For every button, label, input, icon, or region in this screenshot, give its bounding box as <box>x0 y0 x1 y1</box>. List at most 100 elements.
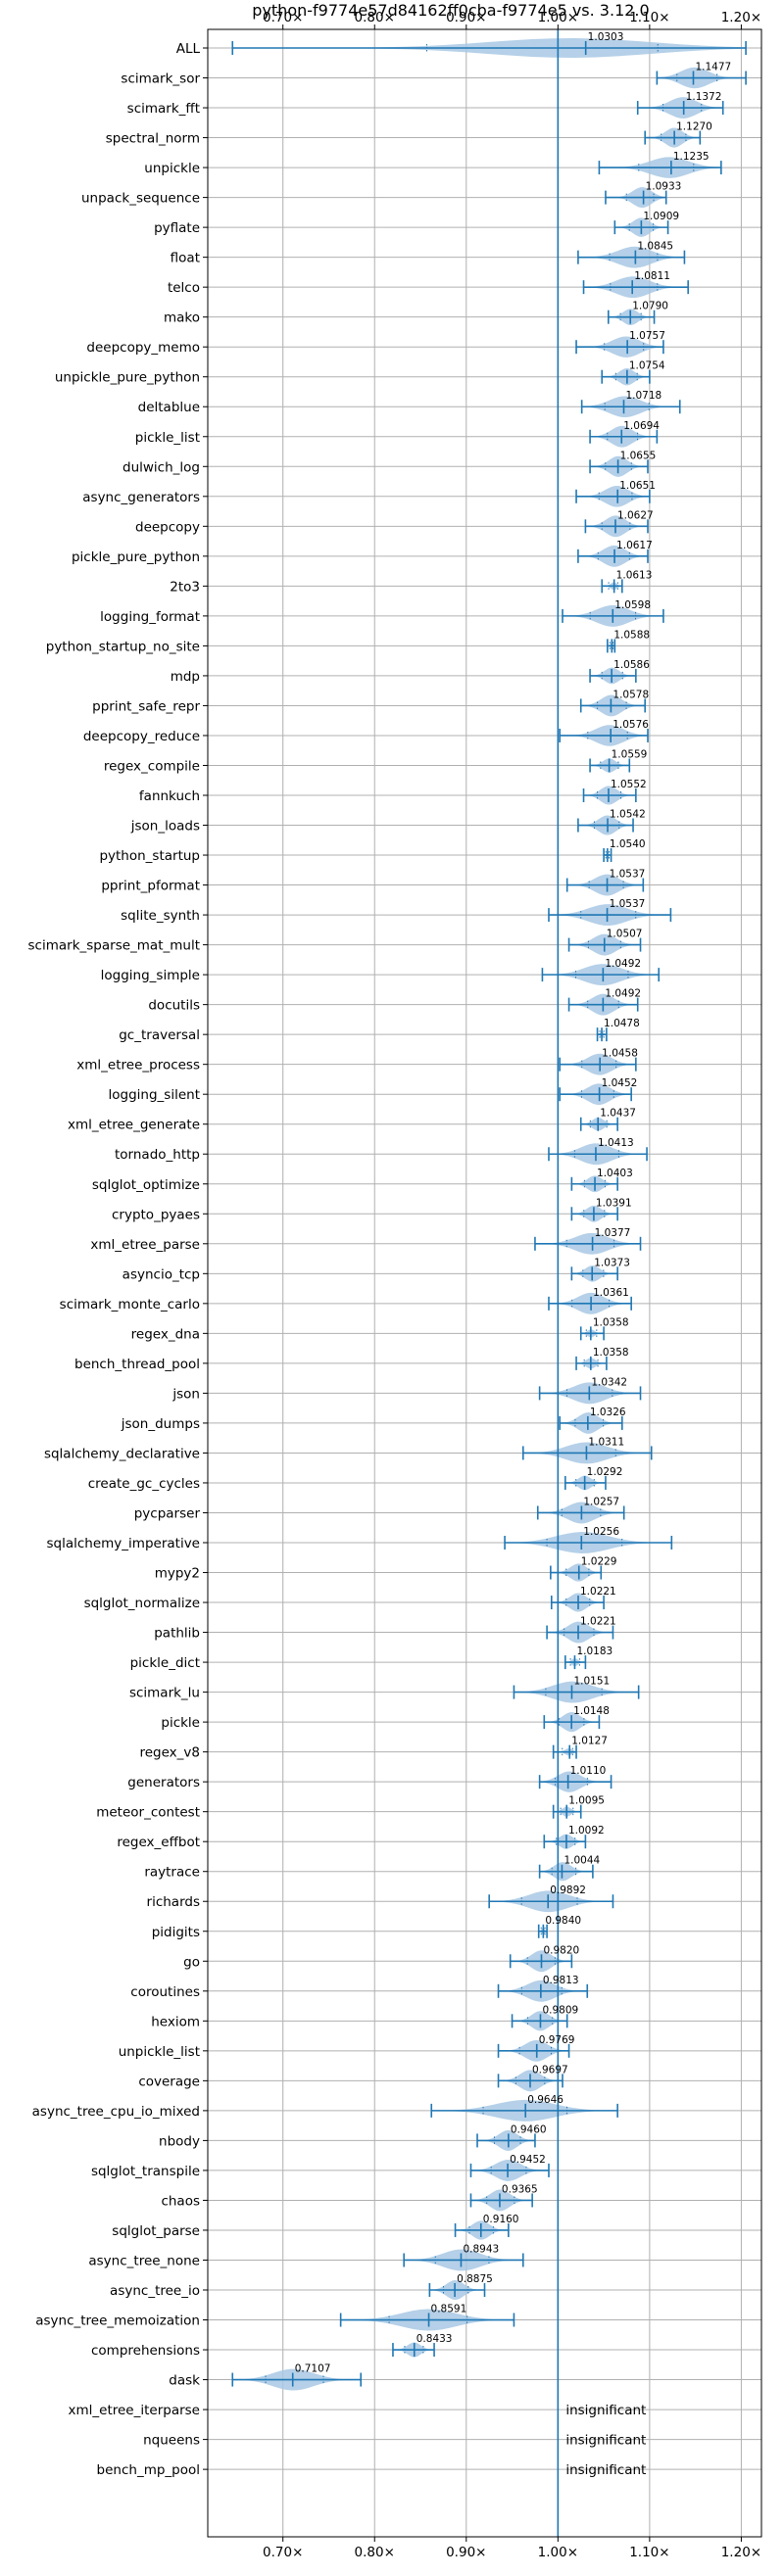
category-label: sqlglot_parse <box>112 2223 200 2239</box>
value-label: 1.0651 <box>619 480 656 492</box>
value-label: 1.0292 <box>587 1466 623 1478</box>
axis-layer: 0.70× 0.70× 0.80× 0.80× 0.90× 0.90× 1.00× 1.00×… <box>203 10 761 2560</box>
value-label: 1.0507 <box>607 929 643 940</box>
category-label: telco <box>168 280 200 296</box>
category-label: deepcopy <box>135 519 200 535</box>
category-label: ALL <box>176 41 201 57</box>
category-label: pprint_pformat <box>101 879 200 894</box>
category-label: scimark_monte_carlo <box>60 1297 200 1312</box>
value-label: 1.1372 <box>686 91 722 103</box>
value-label: 1.0933 <box>646 181 682 193</box>
value-label: 0.9769 <box>539 2034 575 2046</box>
category-label: unpickle <box>144 161 200 176</box>
value-label: 1.0617 <box>616 540 653 551</box>
value-label: 0.9809 <box>542 2004 578 2016</box>
category-label: meteor_contest <box>96 1805 200 1821</box>
category-label: unpack_sequence <box>81 191 200 207</box>
category-label: async_tree_memoization <box>35 2314 200 2329</box>
value-label: 1.1235 <box>673 151 710 163</box>
value-label: 1.0110 <box>570 1765 607 1777</box>
category-label: asyncio_tcp <box>122 1266 200 1282</box>
category-label: json <box>172 1386 200 1402</box>
value-label: 1.0044 <box>564 1855 600 1867</box>
category-label: json_dumps <box>121 1416 200 1432</box>
value-label: 1.0627 <box>617 509 654 521</box>
category-label: dask <box>169 2373 200 2389</box>
value-label: 1.0221 <box>580 1586 616 1598</box>
category-label: scimark_sparse_mat_mult <box>28 938 200 954</box>
value-label: 1.0757 <box>629 330 665 342</box>
value-label: 1.0377 <box>595 1227 631 1239</box>
category-label: scimark_sor <box>121 72 200 87</box>
value-label: 0.8591 <box>431 2304 467 2315</box>
category-label: regex_v8 <box>139 1745 200 1761</box>
value-label: 1.0361 <box>593 1287 629 1299</box>
value-label: 1.0478 <box>604 1018 640 1029</box>
category-label: xml_etree_parse <box>90 1237 200 1253</box>
category-label: bench_thread_pool <box>74 1357 200 1372</box>
value-label: 1.0578 <box>612 689 649 700</box>
category-label: logging_silent <box>109 1087 200 1103</box>
value-label: 1.0694 <box>623 420 660 432</box>
category-label: deltablue <box>138 400 200 415</box>
value-label: 1.0588 <box>613 629 650 641</box>
category-label: mako <box>164 310 200 326</box>
value-label: 1.0576 <box>612 719 649 731</box>
insignificant-label: insignificant <box>565 2462 646 2478</box>
x-tick-label-bottom: 1.10× <box>629 2545 669 2560</box>
value-label: 1.0183 <box>576 1646 612 1657</box>
value-label: 0.8875 <box>457 2273 493 2285</box>
value-label: 1.0342 <box>591 1376 627 1388</box>
value-label: 1.0358 <box>593 1316 629 1328</box>
category-label: pickle_dict <box>130 1655 200 1671</box>
category-label: regex_effbot <box>117 1835 200 1850</box>
category-label: mypy2 <box>155 1566 200 1582</box>
value-label: 1.0458 <box>602 1048 638 1060</box>
value-label: 1.0257 <box>583 1496 619 1507</box>
x-tick-label-bottom: 1.20× <box>721 2545 761 2560</box>
value-label: 1.0492 <box>605 988 641 1000</box>
category-label: raytrace <box>144 1865 200 1881</box>
category-label: python_startup <box>99 848 200 864</box>
value-label: 1.0221 <box>580 1616 616 1628</box>
value-label: 0.9646 <box>527 2094 564 2106</box>
category-label: xml_etree_process <box>76 1058 200 1073</box>
plot-frame <box>208 29 761 2537</box>
category-label: float <box>171 251 200 266</box>
category-label: async_tree_cpu_io_mixed <box>32 2104 200 2120</box>
grid-layer <box>208 29 761 2537</box>
label-layer: ALL 1.0303 scimark_sor 1.1477 scimark_fft 1.1… <box>28 31 732 2478</box>
category-label: bench_mp_pool <box>97 2462 200 2478</box>
value-label: 0.8943 <box>463 2243 499 2255</box>
value-label: 1.1477 <box>695 62 731 73</box>
value-label: 1.0492 <box>605 958 641 970</box>
value-label: 1.0148 <box>573 1705 610 1717</box>
category-label: richards <box>147 1894 200 1910</box>
category-label: pidigits <box>152 1925 200 1940</box>
category-label: sqlglot_transpile <box>91 2164 200 2179</box>
category-label: sqlite_synth <box>121 908 200 924</box>
x-tick-label-bottom: 0.70× <box>263 2545 303 2560</box>
value-label: 0.9840 <box>545 1915 581 1927</box>
value-label: 1.0537 <box>610 898 646 910</box>
value-label: 1.0311 <box>588 1436 624 1448</box>
value-label: 1.0845 <box>637 241 673 253</box>
value-label: 0.9460 <box>511 2123 547 2135</box>
category-label: fannkuch <box>139 788 200 804</box>
x-tick-label-top: 1.10× <box>629 10 669 25</box>
category-label: sqlalchemy_declarative <box>44 1446 200 1461</box>
category-label: mdp <box>171 669 200 685</box>
category-label: create_gc_cycles <box>88 1476 200 1492</box>
value-label: 0.9452 <box>510 2154 546 2166</box>
value-label: 1.0754 <box>629 360 665 372</box>
value-label: 0.9892 <box>550 1884 586 1896</box>
x-tick-label-top: 1.20× <box>721 10 761 25</box>
value-label: 0.9813 <box>543 1975 579 1986</box>
x-tick-label-bottom: 0.80× <box>355 2545 395 2560</box>
value-label: 1.0303 <box>588 31 624 43</box>
category-label: tornado_http <box>115 1147 200 1163</box>
category-label: sqlglot_optimize <box>92 1177 200 1193</box>
category-label: pickle_list <box>135 430 200 446</box>
value-label: 0.9160 <box>483 2214 519 2225</box>
